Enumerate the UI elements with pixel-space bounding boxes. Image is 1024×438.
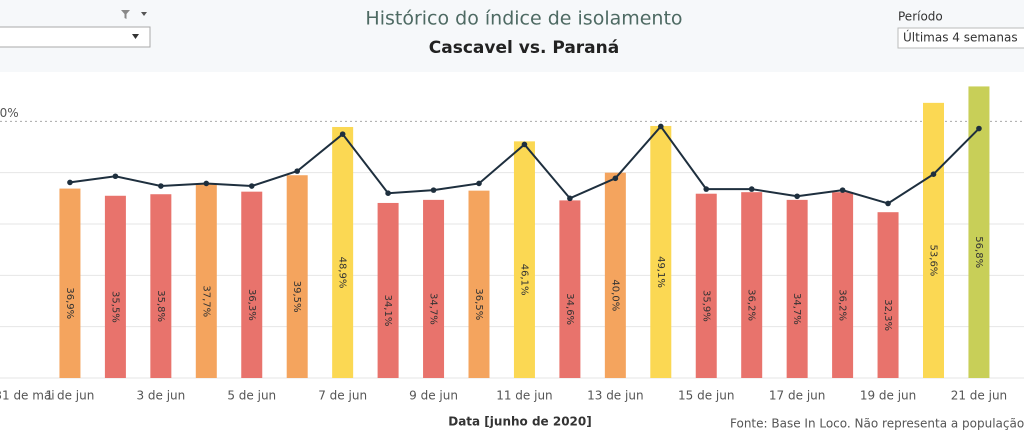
line-point (294, 168, 301, 174)
line-point (248, 183, 255, 189)
bar (877, 212, 899, 378)
bar (150, 194, 172, 378)
bar (332, 126, 354, 378)
bar (923, 102, 944, 378)
line-point (112, 173, 119, 180)
value-label: 35,9% (700, 290, 711, 322)
x-tick-label: 11 de jun (496, 389, 552, 403)
line-point (930, 171, 937, 178)
bar (423, 199, 445, 378)
value-label: 37,7% (200, 285, 211, 317)
value-label: 56,8% (973, 236, 984, 268)
x-tick-label: 31 de mai (0, 389, 55, 403)
line-point (521, 141, 528, 148)
bar (786, 199, 808, 378)
value-label: 32,3% (882, 299, 893, 331)
x-tick-label: 15 de jun (678, 389, 734, 403)
bar (604, 172, 626, 378)
value-label: 36,9% (64, 287, 75, 319)
value-label: 36,2% (746, 289, 757, 321)
x-tick-label: 19 de jun (860, 389, 916, 403)
bar (104, 195, 126, 378)
period-label: Período (898, 10, 943, 24)
filter-dropdown[interactable] (0, 26, 151, 48)
bar (650, 125, 672, 378)
value-label: 35,8% (155, 290, 166, 322)
line-point (567, 195, 573, 202)
value-label: 46,1% (518, 264, 529, 296)
line-point (658, 123, 664, 130)
line-point (612, 175, 619, 182)
x-tick-label: 21 de jun (951, 389, 1007, 403)
line-point (385, 190, 391, 196)
value-label: 34,6% (564, 293, 575, 325)
source-note: Fonte: Base In Loco. Não representa a po… (730, 417, 1024, 431)
x-tick-label: 7 de jun (318, 389, 367, 403)
period-dropdown[interactable] (897, 27, 1024, 49)
bar (968, 86, 990, 378)
line-point (476, 180, 482, 187)
period-value[interactable]: Últimas 4 semanas (903, 30, 1018, 45)
y-tick-label: 50% (0, 106, 19, 120)
bar (286, 175, 308, 378)
line-point (703, 186, 710, 192)
bar (468, 190, 490, 378)
filter-icon[interactable] (121, 10, 130, 19)
chart-subtitle: Cascavel vs. Paraná (429, 38, 619, 58)
value-label: 36,5% (473, 288, 484, 320)
filter-menu[interactable] (141, 12, 147, 16)
line-point (339, 131, 346, 137)
line-point (839, 187, 846, 193)
line-point (203, 180, 210, 187)
value-label: 34,7% (791, 293, 802, 325)
chart-title: Histórico do índice de isolamento (365, 8, 682, 30)
value-label: 40,0% (609, 279, 620, 311)
bar (195, 184, 217, 378)
bar (241, 191, 263, 378)
value-label: 36,2% (837, 289, 848, 321)
x-tick-label: 17 de jun (769, 389, 825, 403)
value-label: 35,5% (109, 291, 120, 323)
header-band (0, 0, 1024, 72)
dropdown-arrow (132, 34, 139, 39)
line-point (158, 183, 164, 189)
bar (695, 193, 717, 378)
value-label: 53,6% (928, 245, 939, 277)
line-point (885, 200, 891, 207)
value-label: 48,9% (337, 257, 348, 289)
x-tick-label: 13 de jun (587, 389, 643, 403)
value-label: 39,5% (291, 281, 302, 313)
bar (559, 200, 581, 378)
line-point (748, 186, 755, 192)
line-point (794, 193, 800, 200)
bar (59, 188, 81, 378)
line-point (430, 187, 437, 193)
x-tick-label: 3 de jun (136, 389, 185, 403)
bar (741, 192, 763, 378)
line-point (67, 179, 73, 186)
value-label: 34,7% (428, 293, 439, 325)
value-label: 34,1% (382, 295, 393, 327)
value-label: 49,1% (655, 256, 666, 288)
x-axis-title: Data [junho de 2020] (448, 415, 592, 429)
value-label: 36,3% (246, 289, 257, 321)
x-tick-label: 1 de jun (46, 389, 95, 403)
x-tick-label: 9 de jun (409, 389, 458, 403)
bar (377, 202, 399, 378)
line-point (976, 125, 982, 132)
bar (832, 192, 854, 378)
bar (513, 141, 535, 378)
x-tick-label: 5 de jun (227, 389, 276, 403)
